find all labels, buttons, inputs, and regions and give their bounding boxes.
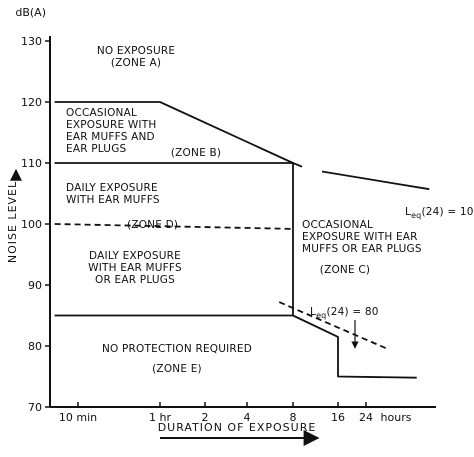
series-group bbox=[54, 101, 430, 379]
zone-a-text-line: (ZONE A) bbox=[111, 57, 161, 69]
annotations-group: Leq(24) = 105Leq(24) = 80 bbox=[310, 206, 474, 349]
y-unit-label: dB(A) bbox=[15, 6, 46, 19]
leq-105-label: Leq(24) = 105 bbox=[405, 206, 474, 220]
zone-b-text-line: EAR PLUGS bbox=[66, 143, 127, 155]
leq-80-label-prefix: L bbox=[310, 306, 316, 318]
x-unit-label: hours bbox=[381, 411, 412, 424]
zone-c-zone-label: (ZONE C) bbox=[320, 264, 370, 276]
x-tick-label: 2 bbox=[202, 411, 209, 424]
x-tick-label: 8 bbox=[290, 411, 297, 424]
zone-daily-muffs-or-plugs-text-line: DAILY EXPOSURE bbox=[89, 250, 181, 262]
leq-80-label-subscript: eq bbox=[316, 311, 326, 320]
zone-a-text-line: NO EXPOSURE bbox=[97, 45, 175, 57]
leq-105-label-suffix: (24) = 105 bbox=[421, 206, 474, 218]
y-tick-label: 110 bbox=[21, 157, 42, 170]
x-tick-label: 4 bbox=[244, 411, 251, 424]
y-tick-label: 70 bbox=[28, 401, 42, 414]
x-tick-label: 1 hr bbox=[149, 411, 171, 424]
leq-80-label-suffix: (24) = 80 bbox=[326, 306, 378, 318]
zone-daily-muffs-text-line: WITH EAR MUFFS bbox=[66, 194, 160, 206]
leq-80-label: Leq(24) = 80 bbox=[310, 306, 379, 320]
zone-d-text-line: (ZONE D) bbox=[127, 219, 178, 231]
zone-b-zone-label: (ZONE B) bbox=[171, 147, 221, 159]
zone-c-text-line: EXPOSURE WITH EAR bbox=[302, 231, 418, 243]
zone-daily-muffs-text-line: DAILY EXPOSURE bbox=[66, 182, 158, 194]
zone-e-text-line: NO PROTECTION REQUIRED bbox=[102, 343, 252, 355]
series-line-hearing-protection-upper-cont bbox=[321, 170, 430, 191]
x-tick-label: 16 bbox=[331, 411, 345, 424]
zone-b-text-line: EAR MUFFS AND bbox=[66, 131, 155, 143]
y-tick-label: 120 bbox=[21, 96, 42, 109]
x-tick-label: 24 bbox=[359, 411, 373, 424]
y-tick-label: 130 bbox=[21, 35, 42, 48]
zone-b-text-line: OCCASIONAL bbox=[66, 107, 137, 119]
x-tick-label: 10 min bbox=[59, 411, 97, 424]
y-axis-title: NOISE LEVEL bbox=[6, 181, 19, 263]
leq-105-label-prefix: L bbox=[405, 206, 411, 218]
zone-daily-muffs-or-plugs-text-line: WITH EAR MUFFS bbox=[88, 262, 182, 274]
zone-b-text-line: EXPOSURE WITH bbox=[66, 119, 156, 131]
leq-105-label-subscript: eq bbox=[411, 211, 421, 220]
zone-e-zone-label: (ZONE E) bbox=[152, 363, 202, 375]
y-tick-label: 80 bbox=[28, 340, 42, 353]
series-line-leq-80 bbox=[54, 314, 417, 379]
y-tick-label: 90 bbox=[28, 279, 42, 292]
series-line-hearing-protection-upper bbox=[54, 101, 303, 168]
zone-c-text-line: MUFFS OR EAR PLUGS bbox=[302, 243, 422, 255]
axis-titles-group: NOISE LEVEL DURATION OF EXPOSURE bbox=[6, 168, 320, 446]
zone-daily-muffs-or-plugs-text-line: OR EAR PLUGS bbox=[95, 274, 175, 286]
zone-c-text-line: OCCASIONAL bbox=[302, 219, 373, 231]
x-axis-title: DURATION OF EXPOSURE bbox=[158, 421, 317, 434]
y-tick-label: 100 bbox=[21, 218, 42, 231]
